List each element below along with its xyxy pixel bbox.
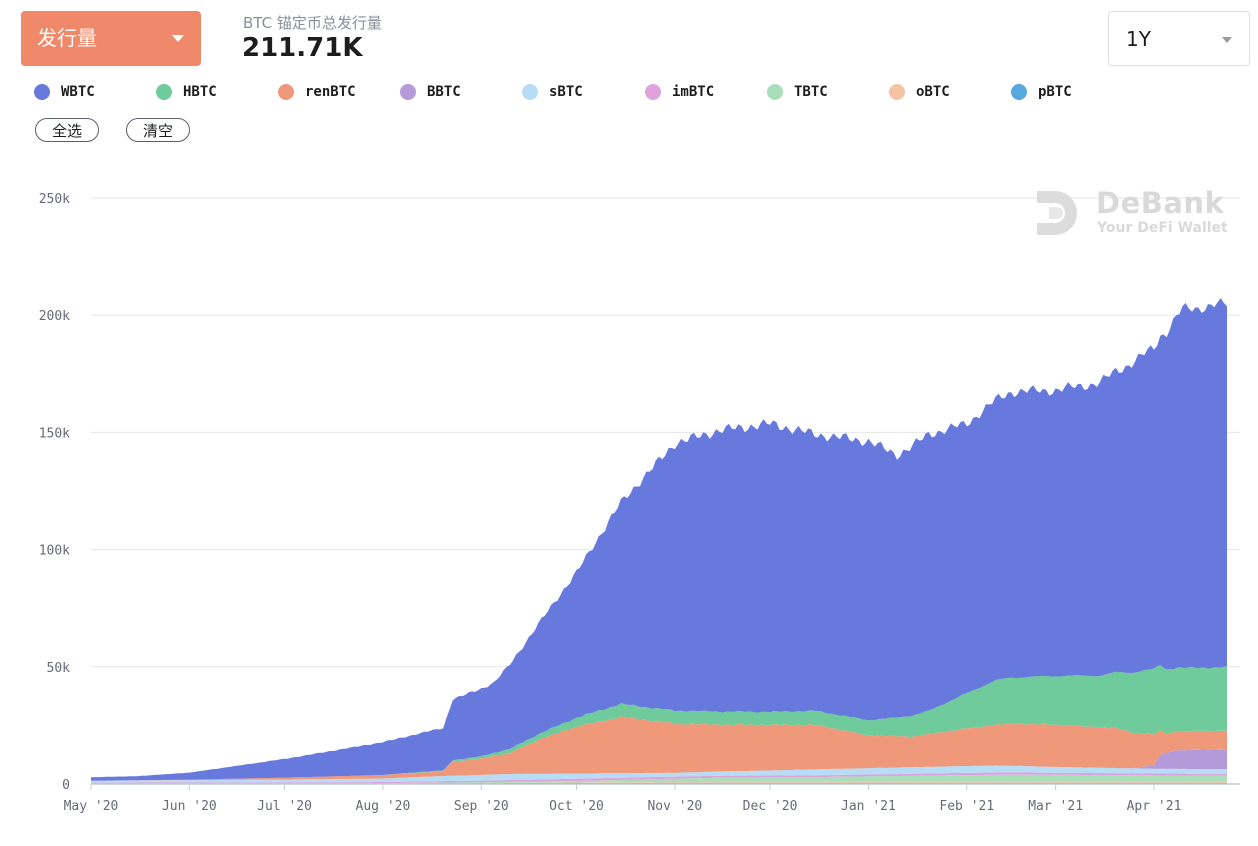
legend-item-wbtc[interactable]: WBTC	[34, 82, 95, 102]
metric-select-label: 发行量	[37, 26, 97, 50]
x-tick-label: Mar '21	[1028, 799, 1083, 814]
y-tick-label: 100k	[39, 544, 70, 559]
clear-button[interactable]: 清空	[126, 118, 190, 142]
area-series-tbtc	[91, 774, 1227, 784]
area-series-sbtc	[91, 765, 1227, 783]
legend-item-obtc[interactable]: oBTC	[889, 82, 950, 102]
legend-label: oBTC	[916, 84, 950, 100]
x-tick-label: Nov '20	[647, 799, 702, 814]
area-series-obtc	[91, 781, 1227, 784]
time-range-select[interactable]: 1Y	[1108, 11, 1250, 66]
legend-label: pBTC	[1038, 84, 1072, 100]
legend-item-imbtc[interactable]: imBTC	[645, 82, 714, 102]
legend-label: imBTC	[672, 84, 715, 100]
y-tick-label: 0	[62, 778, 70, 793]
area-series-renbtc	[91, 716, 1227, 781]
legend-dot	[522, 84, 538, 100]
x-tick-label: Apr '21	[1127, 799, 1182, 814]
summary-label: BTC 锚定币总发行量	[243, 14, 382, 32]
legend-item-sbtc[interactable]: sBTC	[522, 82, 583, 102]
debank-logo-icon	[1037, 191, 1077, 235]
legend-dot	[645, 84, 661, 100]
x-tick-label: Feb '21	[939, 799, 994, 814]
legend-dot	[278, 84, 294, 100]
legend-label: TBTC	[794, 84, 828, 100]
legend-dot	[400, 84, 416, 100]
legend-item-pbtc[interactable]: pBTC	[1011, 82, 1072, 102]
caret-down-icon	[172, 35, 184, 42]
x-tick-label: Oct '20	[549, 799, 604, 814]
legend-dot	[156, 84, 172, 100]
summary-value: 211.71K	[242, 33, 363, 63]
legend-label: WBTC	[61, 84, 95, 100]
x-tick-label: Jul '20	[257, 799, 312, 814]
x-tick-label: Jan '21	[841, 799, 896, 814]
x-tick-label: Sep '20	[454, 799, 509, 814]
legend-label: renBTC	[305, 84, 356, 100]
legend-label: HBTC	[183, 84, 217, 100]
watermark-name: DeBank	[1096, 186, 1225, 220]
legend-dot	[889, 84, 905, 100]
stacked-areas	[91, 298, 1227, 784]
y-tick-label: 150k	[39, 426, 70, 441]
area-series-hbtc	[91, 665, 1227, 781]
legend-item-bbtc[interactable]: BBTC	[400, 82, 461, 102]
legend-item-tbtc[interactable]: TBTC	[767, 82, 828, 102]
y-tick-label: 250k	[39, 192, 70, 207]
axes: 0 50k 100k 150k 200k 250k May '20 Jun '20 Jul '2…	[39, 192, 1240, 814]
y-tick-label: 200k	[39, 309, 70, 324]
x-tick-label: Jun '20	[162, 799, 217, 814]
x-tick-label: Dec '20	[743, 799, 798, 814]
select-all-button[interactable]: 全选	[35, 118, 99, 142]
area-series-imbtc	[91, 772, 1227, 784]
area-series-wbtc	[91, 298, 1227, 781]
legend-dot	[1011, 84, 1027, 100]
y-tick-label: 50k	[47, 661, 71, 676]
legend-label: BBTC	[427, 84, 461, 100]
legend-dot	[34, 84, 50, 100]
x-tick-label: May '20	[64, 799, 119, 814]
legend-dot	[767, 84, 783, 100]
watermark-tagline: Your DeFi Wallet	[1097, 220, 1228, 236]
x-tick-label: Aug '20	[356, 799, 411, 814]
time-range-label: 1Y	[1126, 27, 1151, 51]
legend-item-hbtc[interactable]: HBTC	[156, 82, 217, 102]
caret-down-icon	[1222, 37, 1232, 43]
legend-item-renbtc[interactable]: renBTC	[278, 82, 356, 102]
metric-select[interactable]: 发行量	[21, 11, 201, 66]
legend-label: sBTC	[549, 84, 583, 100]
